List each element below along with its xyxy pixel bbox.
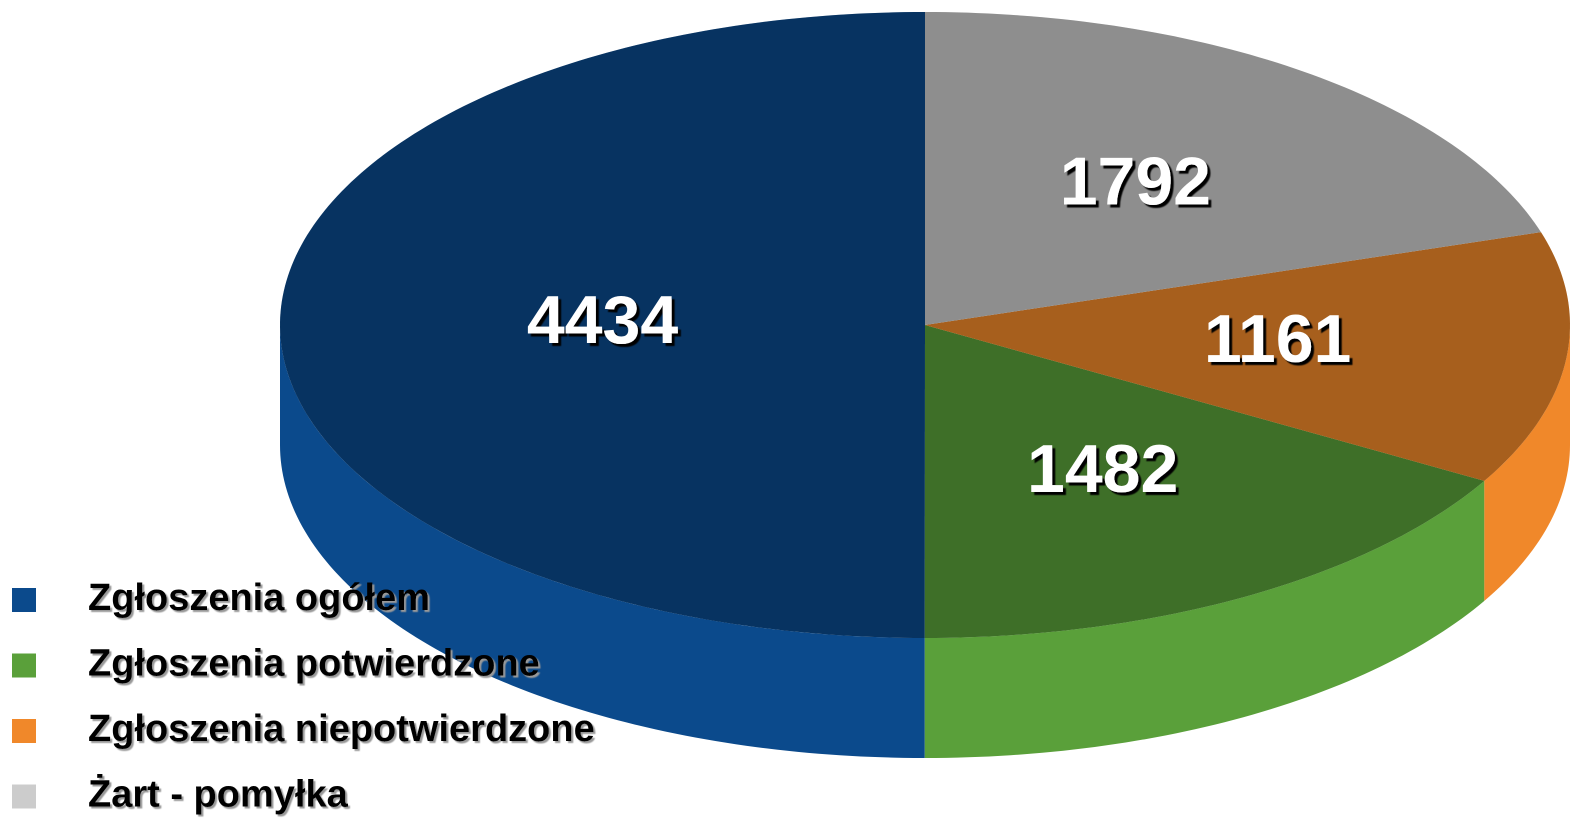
data-label: 1792 (1060, 143, 1211, 219)
legend-label: Zgłoszenia ogółem (88, 577, 430, 619)
slice (925, 12, 1541, 325)
slice-side (924, 480, 1485, 758)
legend-swatch (12, 653, 36, 678)
data-label: 1161 (1204, 301, 1352, 377)
slice (924, 325, 1485, 638)
slice-shade (925, 232, 1570, 481)
slice-shade (924, 325, 1485, 638)
legend-swatch (12, 588, 36, 612)
legend-swatch (12, 784, 36, 809)
slice-shade (925, 12, 1541, 325)
slice-side (280, 325, 925, 758)
legend-label: Żart - pomyłka (88, 774, 349, 816)
slice (280, 12, 925, 638)
data-label: 4434 (527, 282, 678, 358)
legend-swatch (12, 719, 36, 743)
legend-label: Zgłoszenia potwierdzone (88, 643, 540, 685)
slice (925, 232, 1570, 481)
slice-side (1484, 325, 1570, 601)
legend-label: Zgłoszenia niepotwierdzone (88, 708, 595, 750)
slice-shade (280, 12, 925, 638)
data-label: 1482 (1027, 431, 1178, 507)
